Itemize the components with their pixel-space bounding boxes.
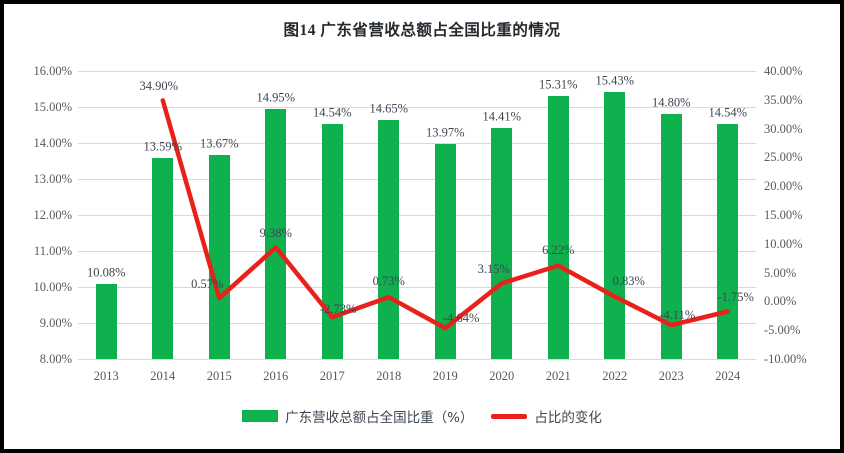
y-axis-left-tick: 11.00% <box>33 243 72 258</box>
y-axis-right-tick: 35.00% <box>764 92 803 107</box>
x-axis-tick: 2022 <box>602 369 628 383</box>
bar-value-label: 15.31% <box>538 77 578 92</box>
bar-value-label: 14.41% <box>482 109 522 124</box>
gridline <box>78 323 756 324</box>
bar-value-label: 14.80% <box>651 95 691 110</box>
bar[interactable] <box>152 157 174 359</box>
bar[interactable] <box>208 154 230 359</box>
y-axis-left-tick: 8.00% <box>39 351 72 366</box>
x-axis-tick: 2016 <box>263 369 289 383</box>
y-axis-right-tick: -5.00% <box>764 322 801 337</box>
gridline <box>78 71 756 72</box>
bar[interactable] <box>434 144 456 359</box>
bar[interactable] <box>717 123 739 359</box>
legend-item-line[interactable]: 占比的变化 <box>491 406 602 426</box>
bar[interactable] <box>660 114 682 359</box>
y-axis-right-tick: 25.00% <box>764 150 803 165</box>
line-value-label: 6.22% <box>542 242 575 257</box>
legend-label-line: 占比的变化 <box>534 410 602 426</box>
bar[interactable] <box>604 91 626 359</box>
bar[interactable] <box>95 284 117 359</box>
y-axis-right-tick: 30.00% <box>764 121 803 136</box>
y-axis-right-tick: -10.00% <box>764 351 807 366</box>
y-axis-right-tick: 20.00% <box>764 178 803 193</box>
page-title: 图14 广东省营收总额占全国比重的情况 <box>283 22 561 39</box>
y-axis-left-tick: 10.00% <box>33 279 72 294</box>
bar-value-label: 13.97% <box>425 125 465 140</box>
line-value-label: 0.57% <box>191 277 224 292</box>
legend-label-bar: 广东营收总额占全国比重（%） <box>285 410 474 426</box>
x-axis-tick: 2023 <box>658 369 684 383</box>
bar-value-label: 13.67% <box>199 136 239 151</box>
x-axis-tick: 2019 <box>432 369 458 383</box>
bar-value-label: 14.54% <box>708 105 748 120</box>
x-axis-tick: 2013 <box>93 369 119 383</box>
x-axis-tick: 2014 <box>150 369 176 383</box>
x-axis-tick: 2024 <box>715 369 741 383</box>
x-axis-tick: 2018 <box>376 369 402 383</box>
line-value-label: -4.11% <box>659 308 696 323</box>
gridline <box>78 179 756 180</box>
bar[interactable] <box>321 123 343 359</box>
y-axis-left-tick: 16.00% <box>33 63 72 78</box>
bar-value-label: 13.59% <box>143 139 183 154</box>
line-value-label: 9.38% <box>259 226 292 241</box>
bar-value-label: 14.54% <box>312 105 352 120</box>
x-axis-tick: 2021 <box>545 369 571 383</box>
gridline <box>78 359 756 360</box>
legend-item-bar[interactable]: 广东营收总额占全国比重（%） <box>242 406 473 426</box>
line-value-label: 0.83% <box>612 273 645 288</box>
bar[interactable] <box>491 128 513 359</box>
legend: 广东营收总额占全国比重（%） 占比的变化 <box>4 406 840 426</box>
y-axis-left-tick: 13.00% <box>33 171 72 186</box>
bar[interactable] <box>378 119 400 359</box>
bar-value-label: 14.65% <box>369 101 409 116</box>
line-value-label: 3.15% <box>477 262 510 277</box>
red-line-swatch-icon <box>491 413 528 419</box>
bar-value-label: 15.43% <box>595 73 635 88</box>
x-axis-tick: 2017 <box>319 369 345 383</box>
y-axis-right-tick: 10.00% <box>764 236 803 251</box>
line-value-label: 34.90% <box>139 79 179 94</box>
green-bar-swatch-icon <box>242 410 279 422</box>
y-axis-right-tick: 15.00% <box>764 207 803 222</box>
gridline <box>78 251 756 252</box>
x-axis-tick: 2020 <box>489 369 515 383</box>
line-value-label: 0.73% <box>372 274 405 289</box>
y-axis-right-tick: 0.00% <box>764 294 797 309</box>
bar-value-label: 14.95% <box>256 90 296 105</box>
y-axis-left-tick: 15.00% <box>33 99 72 114</box>
bar-value-label: 10.08% <box>86 265 126 280</box>
y-axis-left-tick: 14.00% <box>33 135 72 150</box>
line-value-label: -4.64% <box>443 311 480 326</box>
line-value-label: -1.75% <box>717 290 754 305</box>
bar[interactable] <box>547 95 569 359</box>
line-value-label: -2.73% <box>320 302 357 317</box>
gridline <box>78 215 756 216</box>
x-axis-tick: 2015 <box>206 369 232 383</box>
y-axis-right-tick: 40.00% <box>764 63 803 78</box>
y-axis-right-tick: 5.00% <box>764 265 797 280</box>
y-axis-left-tick: 9.00% <box>39 315 72 330</box>
y-axis-left-tick: 12.00% <box>33 207 72 222</box>
